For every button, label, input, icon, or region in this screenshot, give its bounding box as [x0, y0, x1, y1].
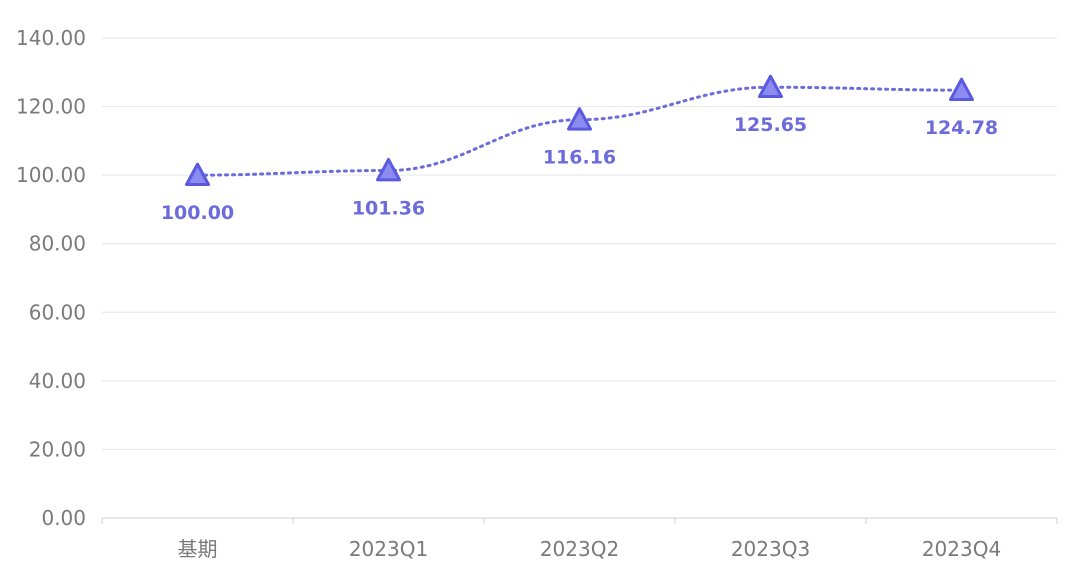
y-tick-label: 140.00 [16, 26, 86, 50]
y-tick-label: 40.00 [29, 369, 86, 393]
series-markers [185, 74, 974, 186]
y-tick-label: 120.00 [16, 95, 86, 119]
y-axis-ticks: 0.00 20.00 40.00 60.00 80.00 100.00 120.00 140.… [16, 26, 86, 530]
data-point-marker [567, 107, 592, 131]
data-label: 116.16 [543, 147, 616, 169]
series-line [196, 85, 963, 177]
y-tick-label: 80.00 [29, 232, 86, 256]
y-tick-label: 100.00 [16, 163, 86, 187]
data-label: 100.00 [161, 202, 234, 224]
x-tick-label: 2023Q2 [540, 537, 619, 561]
data-point-marker [949, 77, 974, 102]
data-point-marker [758, 74, 783, 99]
x-axis-ticks: 基期 2023Q1 2023Q2 2023Q3 2023Q4 [101, 518, 1058, 561]
gridlines [102, 37, 1057, 450]
x-tick-label: 基期 [178, 537, 218, 561]
data-labels: 100.00 101.36 116.16 125.65 124.78 [161, 114, 998, 224]
data-label: 124.78 [925, 117, 998, 139]
data-label: 125.65 [734, 114, 807, 136]
x-tick-label: 2023Q1 [349, 537, 428, 561]
y-tick-label: 20.00 [29, 437, 86, 461]
data-point-marker [376, 157, 401, 182]
y-tick-label: 0.00 [41, 506, 86, 530]
y-tick-label: 60.00 [29, 300, 86, 324]
x-tick-label: 2023Q3 [731, 537, 810, 561]
x-tick-label: 2023Q4 [922, 537, 1001, 561]
data-label: 101.36 [352, 197, 425, 219]
data-point-marker [185, 162, 210, 186]
